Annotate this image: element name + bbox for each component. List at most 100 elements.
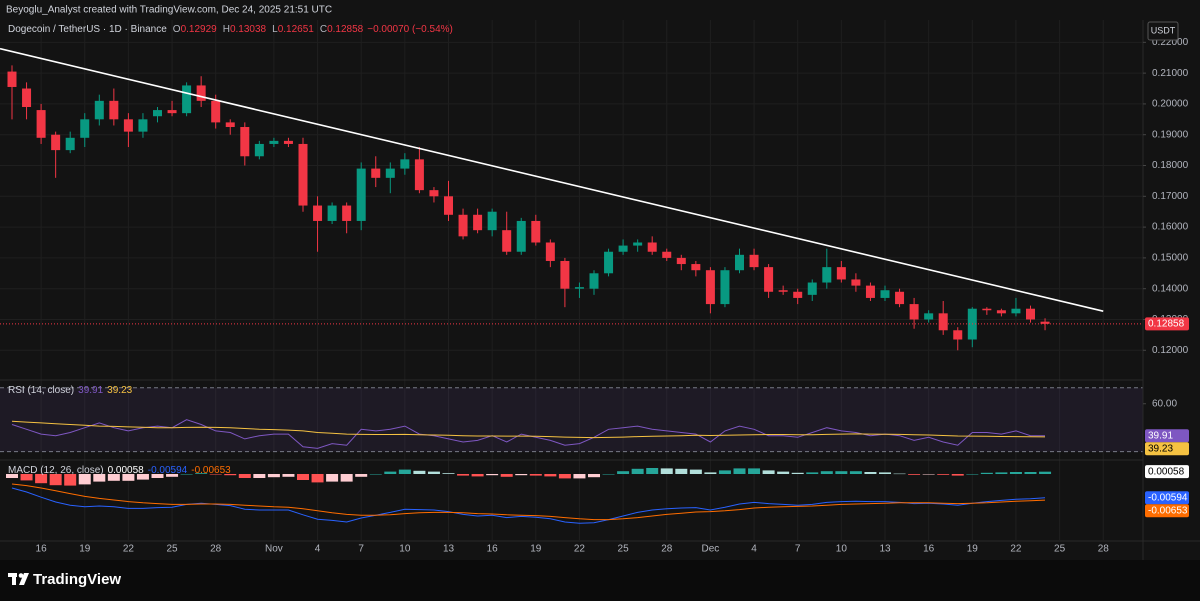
value-tag — [1145, 491, 1189, 505]
histogram-bar — [689, 469, 702, 474]
histogram-bar — [384, 471, 397, 474]
histogram-bar — [442, 473, 455, 474]
histogram-bar — [311, 474, 324, 483]
logo-part — [19, 573, 29, 585]
histogram-bar — [718, 470, 731, 474]
x-tick-label: 25 — [618, 544, 630, 555]
legend-value: 0.13038 — [230, 24, 267, 35]
x-tick-label: 25 — [166, 544, 178, 555]
x-tick-label: 4 — [315, 544, 321, 555]
candle-body — [473, 214, 483, 231]
y-tick-label: 0.20000 — [1152, 99, 1189, 110]
legend-value: 0.12651 — [278, 24, 315, 35]
candle-body — [953, 330, 963, 340]
histogram-bar — [486, 474, 499, 476]
candle-body — [851, 279, 861, 286]
candle-body — [371, 168, 381, 178]
value-tag-label: -0.00653 — [1148, 505, 1188, 516]
y-tick-label: 0.17000 — [1152, 191, 1189, 202]
candle-body — [153, 110, 162, 117]
x-tick-label: 13 — [879, 544, 891, 555]
candle-body — [123, 119, 133, 132]
candle-body — [938, 313, 948, 331]
histogram-bar — [151, 474, 164, 478]
histogram-bar — [806, 472, 819, 474]
indicator-line — [11, 483, 1046, 521]
x-tick-label: 28 — [210, 544, 222, 555]
candle-body — [749, 254, 759, 268]
legend: Dogecoin / TetherUS · 1D · Binance O0.129… — [8, 24, 453, 35]
histogram-bar — [20, 474, 33, 481]
histogram-bar — [413, 470, 426, 474]
candle-body — [996, 310, 1006, 314]
legend-title: MACD (12, 26, close) — [8, 465, 104, 476]
candle-body — [487, 211, 497, 231]
histogram-bar — [224, 474, 237, 476]
candle-body — [589, 273, 599, 289]
histogram-bar — [107, 474, 120, 481]
x-tick-label: 7 — [795, 544, 801, 555]
histogram-bar — [297, 474, 309, 480]
histogram-bar — [908, 474, 921, 475]
candle-body — [65, 137, 75, 151]
x-tick-label: 16 — [36, 544, 48, 555]
histogram-bar — [602, 474, 615, 475]
histogram-bar — [558, 474, 571, 479]
x-tick-label: 4 — [751, 544, 757, 555]
histogram-bar — [166, 474, 179, 477]
histogram-bar — [35, 474, 48, 484]
legend: MACD (12, 26, close) 0.00058 -0.00594 -0.00… — [8, 465, 231, 476]
legend-value: -0.00653 — [191, 465, 231, 476]
candle-body — [94, 100, 104, 120]
candle-body — [429, 190, 439, 197]
y-tick-label: 0.16000 — [1152, 222, 1189, 233]
candle-body — [80, 119, 90, 138]
axes: 16 19 22 25 28 Nov 4 7 10 13 16 19 22 25 28 Dec 4 7 10 13 16… — [36, 37, 1189, 555]
candle-body — [502, 230, 512, 252]
x-tick-label: 22 — [1010, 544, 1022, 555]
histogram-bar — [209, 474, 222, 475]
currency[interactable]: USDT — [1151, 25, 1176, 35]
candle-body — [982, 308, 992, 311]
candle-body — [676, 257, 686, 265]
legend-title: Dogecoin / TetherUS · 1D · Binance — [8, 24, 167, 35]
histogram-bar — [675, 468, 688, 474]
legend: RSI (14, close) 39.91 39.23 — [8, 385, 133, 396]
x-tick-label: 19 — [967, 544, 979, 555]
candle-body — [400, 159, 410, 169]
y-tick-label: 0.14000 — [1152, 283, 1189, 294]
histogram-bar — [253, 474, 266, 478]
x-tick-label: 16 — [923, 544, 935, 555]
logo-part — [18, 573, 24, 578]
histogram-bar — [427, 471, 440, 474]
histogram-bar — [64, 474, 77, 486]
currency-box[interactable] — [1147, 21, 1179, 41]
candle-body — [836, 267, 846, 280]
histogram-bar — [631, 468, 644, 474]
candle-body — [793, 291, 803, 298]
histogram-bar — [660, 468, 673, 474]
candle-body — [327, 205, 337, 221]
x-tick-label: 13 — [443, 544, 455, 555]
histogram-bar — [922, 474, 935, 475]
legend-key: C — [320, 24, 327, 35]
candle-body — [385, 168, 395, 178]
candle-body — [356, 168, 366, 221]
candle-body — [109, 100, 119, 120]
x-tick-label: 16 — [487, 544, 499, 555]
candle-body — [182, 85, 192, 114]
histogram-bar — [966, 474, 979, 475]
histogram-bar — [49, 474, 62, 486]
brand: TradingView — [33, 571, 121, 588]
legend-change: −0.00070 (−0.54%) — [367, 24, 453, 35]
histogram-bar — [122, 474, 135, 481]
value-tag-label: 39.23 — [1148, 443, 1173, 454]
candle-body — [51, 134, 61, 151]
value-tag — [1145, 442, 1189, 456]
legend-value: 0.12858 — [327, 24, 364, 35]
legend-title: RSI (14, close) — [8, 385, 74, 396]
x-tick-label: Nov — [265, 544, 283, 555]
histogram-bar — [980, 472, 993, 474]
candle-body — [516, 220, 526, 252]
